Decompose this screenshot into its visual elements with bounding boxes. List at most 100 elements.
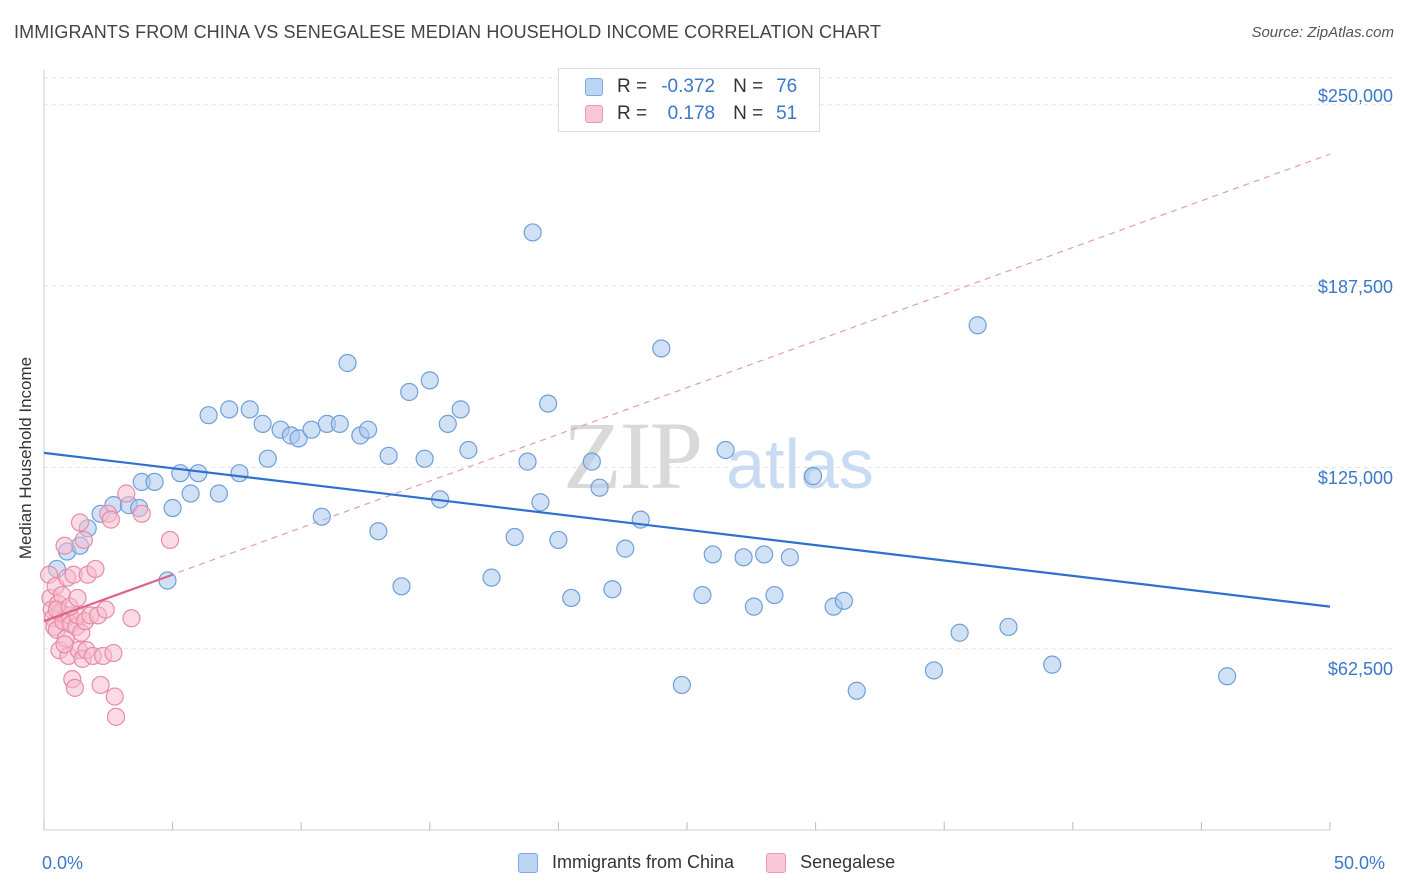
- data-point-china: [209, 484, 228, 503]
- y-axis-label: Median Household Income: [16, 356, 35, 560]
- data-point-china: [505, 527, 524, 547]
- legend-label-china: Immigrants from China: [552, 852, 735, 872]
- legend-row-senegalese: R = 0.178 N = 51: [585, 102, 797, 126]
- legend-n-label: N =: [733, 103, 764, 124]
- source-label: Source: ZipAtlas.com: [1251, 24, 1394, 41]
- data-point-china: [834, 591, 853, 610]
- legend-item-senegalese: Senegalese: [766, 852, 895, 873]
- watermark-atlas: atlas: [726, 425, 874, 503]
- legend-item-china: Immigrants from China: [518, 852, 734, 873]
- data-point-senegalese: [96, 600, 115, 619]
- legend-r-value: 0.178: [667, 103, 716, 124]
- data-point-china: [420, 371, 439, 390]
- data-point-china: [482, 568, 501, 587]
- data-point-china: [780, 548, 799, 567]
- data-point-china: [744, 597, 763, 616]
- data-point-china: [755, 545, 774, 564]
- data-point-china: [1218, 667, 1237, 686]
- legend-n-value: 76: [776, 76, 798, 97]
- data-point-china: [652, 339, 671, 358]
- data-point-senegalese: [101, 510, 120, 529]
- trend-extended-lines: [43, 153, 1331, 622]
- data-point-china: [950, 623, 969, 642]
- data-point-china: [616, 539, 635, 558]
- x-tick-label: 0.0%: [42, 853, 84, 873]
- chart-title: IMMIGRANTS FROM CHINA VS SENEGALESE MEDI…: [14, 22, 882, 42]
- data-point-china: [716, 440, 735, 460]
- data-point-china: [220, 400, 239, 419]
- data-point-china: [253, 414, 272, 433]
- data-point-china: [240, 400, 259, 419]
- series-legend: Immigrants from China Senegalese: [518, 852, 927, 873]
- legend-swatch-senegalese: [585, 105, 603, 123]
- data-point-china: [230, 464, 249, 483]
- data-point-senegalese: [105, 687, 124, 706]
- data-point-china: [518, 452, 537, 471]
- data-point-china: [562, 588, 581, 608]
- data-point-china: [158, 571, 177, 590]
- data-point-senegalese: [117, 484, 136, 503]
- data-point-china: [703, 545, 722, 564]
- data-point-china: [523, 223, 542, 242]
- data-point-senegalese: [86, 559, 105, 579]
- data-point-china: [258, 449, 277, 468]
- data-point-china: [392, 577, 411, 596]
- legend-label-senegalese: Senegalese: [800, 852, 896, 872]
- data-point-china: [765, 585, 784, 605]
- trend-line-china: [43, 451, 1331, 608]
- y-tick-label: $250,000: [1317, 86, 1393, 106]
- data-point-china: [302, 420, 321, 439]
- data-point-china: [603, 580, 622, 599]
- data-point-china: [438, 414, 457, 433]
- data-point-china: [358, 420, 378, 439]
- data-point-china: [400, 382, 419, 402]
- data-point-senegalese: [74, 530, 93, 550]
- legend-r-value: -0.372: [661, 76, 716, 97]
- stats-legend: R = -0.372 N = 76 R = 0.178 N = 51: [558, 68, 820, 132]
- data-point-china: [459, 440, 478, 460]
- data-point-china: [672, 675, 691, 695]
- y-tick-label: $187,500: [1317, 277, 1393, 297]
- data-point-china: [338, 353, 357, 373]
- data-point-china: [590, 478, 609, 497]
- data-point-senegalese: [68, 588, 87, 608]
- axes: [43, 70, 1331, 831]
- legend-swatch-china: [518, 852, 538, 873]
- grid-lines: [44, 77, 1394, 650]
- data-point-china: [693, 585, 712, 605]
- data-point-china: [181, 484, 200, 503]
- trend-lines: [43, 451, 1331, 623]
- x-tick-label: 50.0%: [1334, 853, 1386, 873]
- legend-swatch-senegalese: [766, 852, 787, 873]
- data-point-senegalese: [91, 675, 110, 695]
- data-point-china: [171, 464, 190, 483]
- data-point-china: [415, 449, 434, 468]
- data-point-senegalese: [160, 530, 180, 550]
- legend-r-label: R =: [617, 103, 648, 124]
- data-point-china: [199, 406, 218, 425]
- data-point-china: [968, 316, 987, 335]
- legend-swatch-china: [585, 78, 603, 96]
- data-point-china: [330, 414, 349, 433]
- data-point-senegalese: [70, 513, 90, 532]
- data-point-china: [531, 493, 550, 512]
- data-point-china: [451, 400, 470, 419]
- trend-line-senegalese: [43, 573, 173, 623]
- data-point-china: [734, 548, 753, 567]
- data-point-china: [289, 429, 308, 448]
- data-point-senegalese: [122, 609, 141, 628]
- data-point-china: [803, 467, 823, 486]
- y-tick-label: $62,500: [1327, 659, 1393, 679]
- data-point-china: [163, 498, 182, 518]
- data-point-china: [379, 446, 398, 465]
- legend-row-china: R = -0.372 N = 76: [585, 75, 797, 99]
- data-point-china: [1043, 655, 1062, 674]
- data-point-china: [189, 464, 208, 483]
- trend-line-extended-1: [43, 153, 1331, 622]
- data-point-china: [582, 452, 601, 471]
- y-tick-label: $125,000: [1317, 468, 1393, 488]
- data-point-senegalese: [106, 707, 126, 726]
- data-point-senegalese: [104, 643, 123, 663]
- data-point-china: [539, 394, 558, 413]
